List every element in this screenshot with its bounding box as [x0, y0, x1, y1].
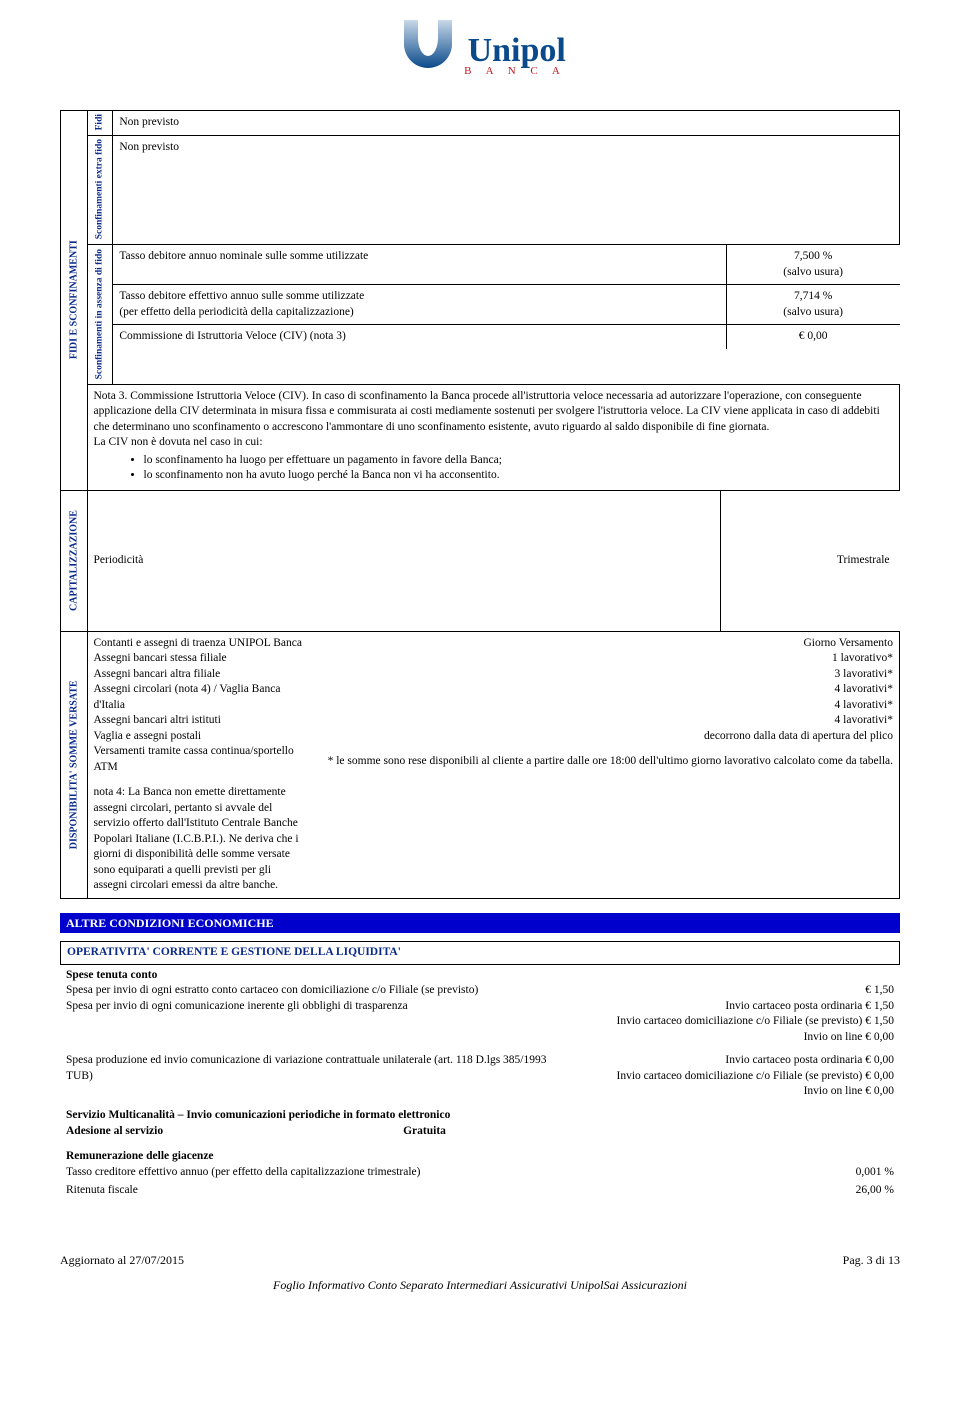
rem1-l: Tasso creditore effettivo annuo (per eff… — [66, 1165, 420, 1181]
disp-r1r: 1 lavorativo* — [328, 651, 893, 667]
capit-vlabel: CAPITALIZZAZIONE — [61, 490, 88, 631]
disp-r2l: Assegni bancari altra filiale — [94, 667, 308, 683]
disp-r3r: 4 lavorativi* — [328, 682, 893, 698]
disp-r1l: Assegni bancari stessa filiale — [94, 651, 308, 667]
rem2-l: Ritenuta fiscale — [66, 1183, 138, 1199]
adesione-r: Gratuita — [163, 1124, 894, 1140]
oper-l2l: Spesa per invio di ogni comunicazione in… — [66, 999, 554, 1046]
logo-icon — [404, 20, 452, 68]
sconf-in-l0: Tasso debitore annuo nominale sulle somm… — [113, 245, 726, 285]
rem2-r: 26,00 % — [856, 1183, 894, 1199]
disp-r0r: Giorno Versamento — [328, 636, 893, 652]
sconf-in-v1: 7,714 % (salvo usura) — [726, 285, 899, 325]
capit-label: Periodicità — [88, 491, 721, 631]
disp-r4l: Assegni bancari altri istituti — [94, 713, 308, 729]
oper-multi-title: Servizio Multicanalità – Invio comunicaz… — [66, 1108, 894, 1124]
sconf-extra-text: Non previsto — [113, 135, 900, 244]
disp-note4r: * le somme sono rese disponibili al clie… — [328, 754, 893, 770]
logo-block: Unipol B A N C A — [60, 20, 900, 80]
oper-l2r1: Invio cartaceo domiciliazione c/o Filial… — [574, 1014, 894, 1030]
disp-vlabel: DISPONIBILITA' SOMME VERSATE — [61, 631, 88, 898]
oper-l3r0: Invio cartaceo posta ordinaria € 0,00 — [574, 1053, 894, 1069]
logo: Unipol B A N C A — [394, 20, 566, 79]
rem-title: Remunerazione delle giacenze — [66, 1149, 894, 1165]
sconf-in-l2: Commissione di Istruttoria Veloce (CIV) … — [113, 325, 726, 349]
rem1-r: 0,001 % — [856, 1165, 894, 1181]
capit-value: Trimestrale — [721, 491, 900, 631]
disp-r6r: decorrono dalla data di apertura del pli… — [328, 729, 893, 745]
disp-r5l: Vaglia e assegni postali — [94, 729, 308, 745]
oper-l3r1: Invio cartaceo domiciliazione c/o Filial… — [574, 1069, 894, 1085]
logo-sub: B A N C A — [464, 64, 566, 79]
disp-r3l: Assegni circolari (nota 4) / Vaglia Banc… — [94, 682, 308, 713]
sconf-in-sub: Sconfinamenti in assenza di fido — [87, 245, 113, 384]
footer-left: Aggiornato al 27/07/2015 — [60, 1252, 184, 1268]
nota3-b1: lo sconfinamento non ha avuto luogo perc… — [144, 468, 894, 484]
disp-r0l: Contanti e assegni di traenza UNIPOL Ban… — [94, 636, 308, 652]
nota3-b0: lo sconfinamento ha luogo per effettuare… — [144, 453, 894, 469]
oper-l3r2: Invio on line € 0,00 — [574, 1084, 894, 1100]
disp-r2r: 3 lavorativi* — [328, 667, 893, 683]
nota3-cell: Nota 3. Commissione Istruttoria Veloce (… — [87, 384, 900, 490]
main-table: FIDI E SCONFINAMENTI Fidi Non previsto S… — [60, 110, 900, 899]
disp-cell: Contanti e assegni di traenza UNIPOL Ban… — [87, 631, 900, 898]
footer-right: Pag. 3 di 13 — [843, 1252, 900, 1268]
oper-l1l: Spesa per invio di ogni estratto conto c… — [66, 983, 694, 999]
disp-r5r: 4 lavorativi* — [328, 713, 893, 729]
sconf-extra-sub: Sconfinamenti extra fido — [87, 135, 113, 244]
spese-tenuta: Spese tenuta conto — [66, 968, 894, 984]
sconf-in-l1: Tasso debitore effettivo annuo sulle som… — [113, 285, 726, 325]
oper-l1r: € 1,50 — [694, 983, 894, 999]
sconf-in-v0: 7,500 % (salvo usura) — [726, 245, 899, 285]
fidi-text: Non previsto — [113, 110, 900, 135]
sconf-in-v2: € 0,00 — [726, 325, 899, 349]
adesione-l: Adesione al servizio — [66, 1124, 163, 1140]
oper-l2r2: Invio on line € 0,00 — [574, 1030, 894, 1046]
footer: Aggiornato al 27/07/2015 Pag. 3 di 13 — [60, 1252, 900, 1268]
oper-l2r0: Invio cartaceo posta ordinaria € 1,50 — [574, 999, 894, 1015]
fidi-sconf-vlabel: FIDI E SCONFINAMENTI — [61, 110, 88, 490]
fidi-sub: Fidi — [87, 110, 113, 135]
nota3-lead: Nota 3. Commissione Istruttoria Veloce (… — [94, 389, 894, 451]
logo-brand: Unipol — [468, 34, 566, 68]
footer-center: Foglio Informativo Conto Separato Interm… — [60, 1277, 900, 1293]
nota3-bullets: lo sconfinamento ha luogo per effettuare… — [144, 453, 894, 484]
disp-r6l: Versamenti tramite cassa continua/sporte… — [94, 744, 308, 775]
disp-note4: nota 4: La Banca non emette direttamente… — [94, 785, 308, 894]
oper-l3l: Spesa produzione ed invio comunicazione … — [66, 1053, 554, 1100]
bluebar: ALTRE CONDIZIONI ECONOMICHE — [60, 913, 900, 933]
disp-r4r: 4 lavorativi* — [328, 698, 893, 714]
oper-title: OPERATIVITA' CORRENTE E GESTIONE DELLA L… — [60, 941, 900, 965]
